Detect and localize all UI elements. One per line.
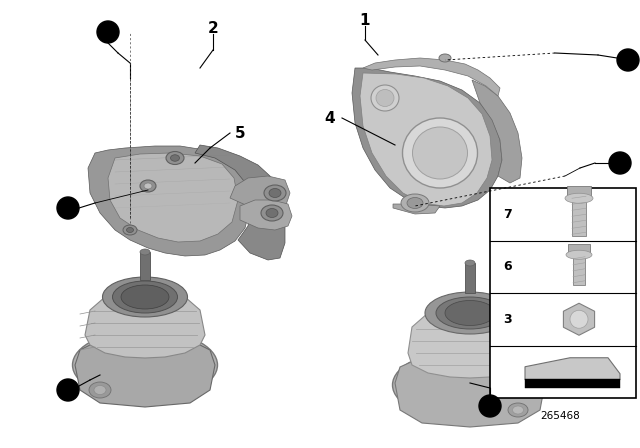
Bar <box>573 249 585 285</box>
Polygon shape <box>85 289 205 358</box>
Ellipse shape <box>465 260 475 266</box>
Ellipse shape <box>121 285 169 309</box>
Polygon shape <box>240 200 292 230</box>
Ellipse shape <box>407 198 423 208</box>
Bar <box>465 263 475 293</box>
Polygon shape <box>472 80 522 183</box>
Ellipse shape <box>72 330 218 400</box>
Polygon shape <box>408 305 532 378</box>
Circle shape <box>57 197 79 219</box>
Ellipse shape <box>144 183 152 189</box>
Text: 6: 6 <box>504 260 512 273</box>
Polygon shape <box>195 145 285 260</box>
Ellipse shape <box>371 85 399 111</box>
Ellipse shape <box>89 382 111 398</box>
Ellipse shape <box>170 155 179 161</box>
Ellipse shape <box>264 185 286 201</box>
Ellipse shape <box>166 151 184 164</box>
Circle shape <box>617 49 639 71</box>
Polygon shape <box>108 153 238 242</box>
Circle shape <box>609 152 631 174</box>
Circle shape <box>479 395 501 417</box>
Polygon shape <box>352 68 502 208</box>
Circle shape <box>97 21 119 43</box>
Text: 3: 3 <box>104 27 112 37</box>
Ellipse shape <box>269 189 281 198</box>
Polygon shape <box>75 336 215 407</box>
Polygon shape <box>230 176 290 210</box>
Text: 7: 7 <box>64 385 72 395</box>
Bar <box>525 379 620 388</box>
Ellipse shape <box>102 277 188 317</box>
Ellipse shape <box>445 301 495 326</box>
Ellipse shape <box>413 127 467 179</box>
Ellipse shape <box>513 406 524 414</box>
Text: 4: 4 <box>324 111 335 125</box>
Bar <box>567 186 591 196</box>
Polygon shape <box>395 353 545 427</box>
Ellipse shape <box>261 205 283 221</box>
Circle shape <box>57 379 79 401</box>
Text: 265468: 265468 <box>540 411 580 421</box>
Polygon shape <box>88 146 250 256</box>
Ellipse shape <box>113 281 177 313</box>
Bar <box>572 192 586 236</box>
Polygon shape <box>363 58 500 96</box>
Ellipse shape <box>401 194 429 212</box>
Polygon shape <box>393 204 440 214</box>
Text: 1: 1 <box>360 13 371 27</box>
Bar <box>140 252 150 280</box>
Ellipse shape <box>403 118 477 188</box>
Text: 6: 6 <box>64 203 72 213</box>
Text: 7: 7 <box>486 401 494 411</box>
Ellipse shape <box>266 208 278 217</box>
Ellipse shape <box>392 349 547 421</box>
Ellipse shape <box>376 90 394 107</box>
Bar <box>568 244 590 253</box>
Ellipse shape <box>566 250 592 259</box>
Ellipse shape <box>565 193 593 203</box>
Polygon shape <box>525 358 620 380</box>
Ellipse shape <box>508 403 528 417</box>
Text: 3: 3 <box>504 313 512 326</box>
Ellipse shape <box>436 297 504 329</box>
Text: 2: 2 <box>207 21 218 35</box>
Ellipse shape <box>123 225 137 235</box>
Circle shape <box>570 310 588 328</box>
Polygon shape <box>563 303 595 335</box>
Text: 5: 5 <box>235 125 245 141</box>
Text: 6: 6 <box>624 55 632 65</box>
Ellipse shape <box>425 292 515 334</box>
Ellipse shape <box>140 249 150 255</box>
Ellipse shape <box>439 54 451 62</box>
Bar <box>490 188 636 398</box>
Text: 3: 3 <box>616 158 624 168</box>
Ellipse shape <box>94 385 106 395</box>
Ellipse shape <box>140 180 156 192</box>
Text: 7: 7 <box>504 208 513 221</box>
Polygon shape <box>360 73 492 206</box>
Ellipse shape <box>127 228 134 233</box>
